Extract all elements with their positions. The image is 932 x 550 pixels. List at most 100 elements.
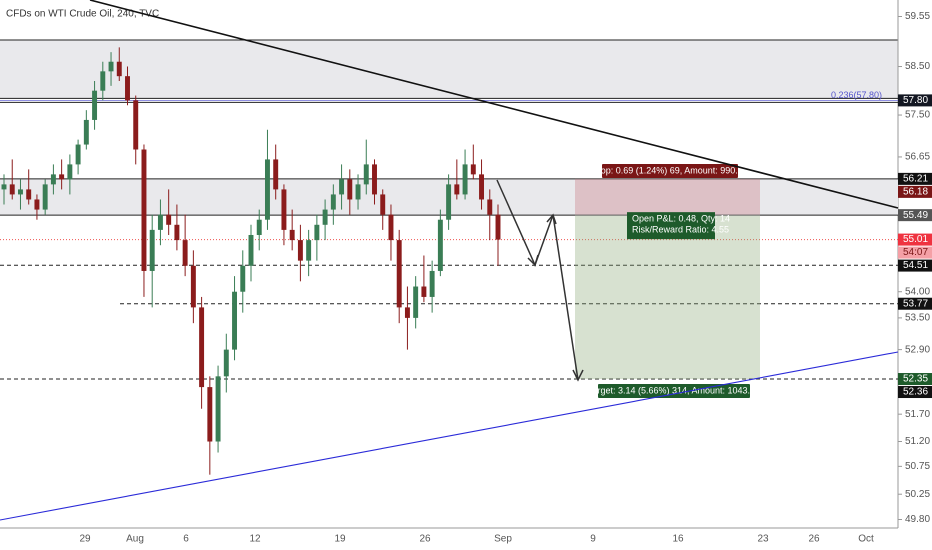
y-tick-label: 58.50 bbox=[905, 61, 930, 72]
x-tick-label: 29 bbox=[79, 534, 91, 545]
candle-body bbox=[330, 194, 336, 210]
candle-body bbox=[207, 387, 213, 442]
position-tag bbox=[598, 384, 750, 399]
candle-body bbox=[174, 224, 180, 241]
candle-body bbox=[256, 219, 262, 235]
x-tick-label: 26 bbox=[419, 534, 431, 545]
candle-body bbox=[223, 349, 229, 377]
candle-body bbox=[157, 214, 163, 230]
candle-body bbox=[470, 164, 476, 175]
candle-body bbox=[363, 164, 369, 185]
price-marker bbox=[898, 233, 932, 246]
x-tick-label: Aug bbox=[126, 534, 144, 545]
price-marker-label: 53.77 bbox=[903, 298, 928, 309]
candle-body bbox=[42, 184, 48, 210]
pnl-box bbox=[627, 212, 715, 240]
candle-body bbox=[116, 61, 122, 77]
candle-body bbox=[108, 61, 114, 72]
x-tick-label: 6 bbox=[183, 534, 189, 545]
candle-body bbox=[462, 164, 468, 195]
candle-body bbox=[314, 224, 320, 241]
price-marker bbox=[898, 259, 932, 272]
price-marker bbox=[898, 172, 932, 185]
position-tag-text: Stop: 0.69 (1.24%) 69, Amount: 990.34 bbox=[592, 165, 748, 175]
price-marker-label: 55.49 bbox=[903, 210, 928, 221]
candle-body bbox=[149, 229, 155, 271]
price-marker-label: 52.35 bbox=[903, 374, 928, 385]
y-tick-label: 59.55 bbox=[905, 11, 930, 22]
target-box bbox=[575, 215, 760, 380]
stop-box bbox=[575, 178, 760, 216]
countdown-box bbox=[898, 246, 932, 259]
supply-zone bbox=[0, 40, 898, 99]
x-tick-label: 9 bbox=[590, 534, 596, 545]
fib-label: 0.236(57.80) bbox=[831, 90, 882, 100]
arrow-head bbox=[527, 213, 584, 382]
position-tag bbox=[602, 164, 738, 178]
candle-body bbox=[215, 376, 221, 442]
candle-body bbox=[495, 214, 501, 240]
price-marker-label: 52.36 bbox=[903, 387, 928, 398]
candle-body bbox=[264, 159, 270, 220]
y-tick-label: 50.25 bbox=[905, 489, 930, 500]
candle-body bbox=[479, 174, 485, 200]
candle-body bbox=[9, 184, 15, 195]
y-tick-label: 54.00 bbox=[905, 286, 930, 297]
price-marker-label: 55.01 bbox=[903, 234, 928, 245]
candle-body bbox=[240, 265, 246, 292]
x-tick-label: Sep bbox=[494, 534, 512, 545]
candle-body bbox=[26, 189, 32, 200]
candle-body bbox=[125, 76, 130, 101]
candle-body bbox=[339, 179, 345, 195]
candle-body bbox=[281, 189, 287, 230]
candle-body bbox=[190, 265, 196, 308]
candle-body bbox=[67, 164, 73, 180]
candle-body bbox=[141, 149, 147, 271]
chart-title: CFDs on WTI Crude Oil, 240, TVC bbox=[6, 9, 159, 20]
x-tick-label: 23 bbox=[757, 534, 769, 545]
rr-text: Risk/Reward Ratio: 4.55 bbox=[632, 225, 729, 235]
candle-body bbox=[355, 184, 361, 200]
candle-body bbox=[388, 214, 394, 241]
price-marker bbox=[898, 94, 932, 107]
price-marker-label: 57.80 bbox=[903, 95, 928, 106]
candle-body bbox=[437, 219, 443, 271]
candle-body bbox=[429, 270, 435, 297]
projection-arrow bbox=[496, 179, 579, 381]
candle-body bbox=[454, 184, 460, 195]
candle-body bbox=[289, 229, 295, 241]
candle-body bbox=[322, 209, 328, 225]
price-marker bbox=[898, 373, 932, 386]
candle-body bbox=[75, 144, 81, 165]
price-marker-label: 56.21 bbox=[903, 174, 928, 185]
candle-body bbox=[487, 199, 493, 215]
position-tag-text: Target: 3.14 (5.66%) 314, Amount: 1043.9… bbox=[588, 385, 760, 395]
candle-body bbox=[297, 240, 303, 261]
candle-body bbox=[306, 240, 312, 261]
price-marker bbox=[898, 386, 932, 399]
x-tick-label: Oct bbox=[858, 534, 874, 545]
pnl-text: Open P&L: 0.48, Qty: 14 bbox=[632, 214, 730, 224]
candle-body bbox=[17, 189, 23, 195]
x-tick-label: 12 bbox=[249, 534, 261, 545]
candle-body bbox=[100, 71, 106, 91]
x-tick-label: 19 bbox=[334, 534, 346, 545]
price-marker-label: 56.18 bbox=[903, 187, 928, 198]
candle-body bbox=[446, 184, 452, 220]
y-tick-label: 53.50 bbox=[905, 313, 930, 324]
candle-body bbox=[34, 199, 40, 210]
countdown: 54:07 bbox=[903, 247, 928, 258]
candle-body bbox=[421, 286, 427, 297]
candle-body bbox=[166, 214, 172, 225]
y-tick-label: 51.20 bbox=[905, 436, 930, 447]
price-marker bbox=[898, 297, 932, 310]
y-tick-label: 52.90 bbox=[905, 344, 930, 355]
candle-body bbox=[1, 184, 7, 190]
price-marker bbox=[898, 209, 932, 222]
candle-body bbox=[92, 90, 98, 120]
candle-body bbox=[413, 286, 419, 318]
candle-body bbox=[273, 159, 279, 190]
y-tick-label: 56.65 bbox=[905, 152, 930, 163]
y-tick-label: 49.80 bbox=[905, 514, 930, 525]
